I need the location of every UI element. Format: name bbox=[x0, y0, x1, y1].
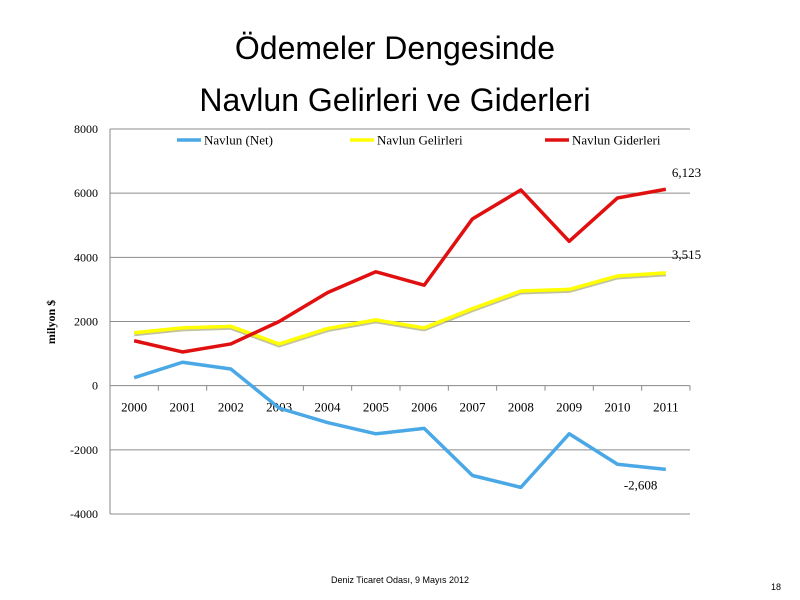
series-line-navlun-giderleri bbox=[133, 187, 667, 354]
x-tick-label: 2005 bbox=[363, 400, 389, 415]
grid-lines bbox=[109, 128, 691, 515]
series-lines bbox=[133, 187, 667, 490]
x-tick-label: 2000 bbox=[121, 400, 147, 415]
x-tick-label: 2006 bbox=[411, 400, 438, 415]
legend-label: Navlun Giderleri bbox=[572, 133, 661, 148]
x-tick-label: 2008 bbox=[508, 400, 534, 415]
y-tick-label: 8000 bbox=[74, 122, 98, 136]
y-tick-labels: 8000 6000 4000 2000 0 -2000 -4000 bbox=[70, 122, 98, 521]
x-tick-label: 2011 bbox=[653, 400, 679, 415]
x-tick-label: 2004 bbox=[315, 400, 342, 415]
legend-label: Navlun (Net) bbox=[204, 133, 273, 148]
y-axis-label: milyon $ bbox=[44, 300, 58, 344]
x-tick-label: 2002 bbox=[218, 400, 244, 415]
x-tick-label: 2010 bbox=[605, 400, 631, 415]
y-tick-label: 2000 bbox=[74, 315, 98, 329]
x-tick-label: 2007 bbox=[460, 400, 487, 415]
footer-text: Deniz Ticaret Odası, 9 Mayıs 2012 bbox=[330, 575, 470, 585]
series-line-navlun-gelirleri bbox=[133, 271, 666, 346]
end-value-label: 3,515 bbox=[672, 247, 701, 262]
page-number: 18 bbox=[771, 582, 782, 592]
slide-title-line1: Ödemeler Dengesinde bbox=[234, 30, 556, 66]
legend-label: Navlun Gelirleri bbox=[377, 133, 463, 148]
x-tick-labels: 2000 2001 2002 2003 2004 2005 2006 2007 2008 2009… bbox=[121, 400, 678, 415]
x-tick-label: 2001 bbox=[170, 400, 196, 415]
y-tick-label: -2000 bbox=[70, 443, 98, 457]
y-tick-label: -4000 bbox=[70, 507, 98, 521]
legend: Navlun (Net) Navlun Gelirleri Navlun Gider… bbox=[177, 133, 661, 148]
end-value-label: 6,123 bbox=[672, 165, 701, 180]
y-tick-label: 6000 bbox=[74, 186, 98, 200]
end-value-label: -2,608 bbox=[624, 477, 658, 492]
x-tick-label: 2009 bbox=[556, 400, 582, 415]
slide-title-line2: Navlun Gelirleri ve Giderleri bbox=[199, 82, 591, 118]
end-labels: -2,608 3,515 6,123 bbox=[624, 165, 701, 492]
y-tick-label: 4000 bbox=[74, 250, 98, 264]
y-tick-label: 0 bbox=[92, 379, 98, 393]
series-line-navlun-net bbox=[133, 360, 667, 490]
